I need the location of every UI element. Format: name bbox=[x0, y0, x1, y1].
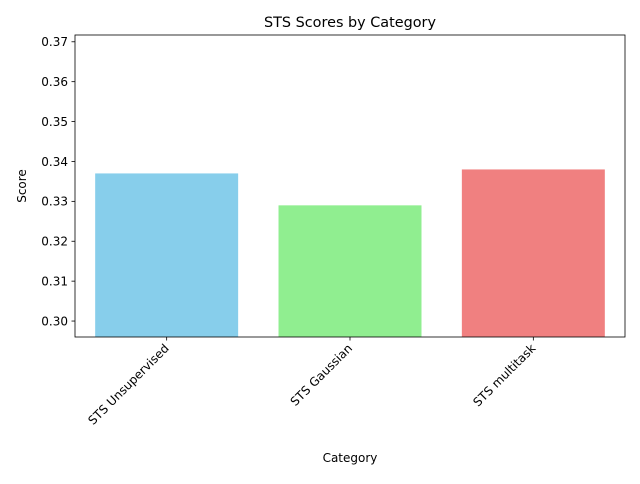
y-tick-label: 0.35 bbox=[41, 115, 68, 129]
y-tick-label: 0.34 bbox=[41, 155, 68, 169]
x-tick-label: STS Unsupervised bbox=[85, 341, 171, 427]
x-tick-label: STS multitask bbox=[470, 341, 538, 409]
bar-sts-unsupervised bbox=[95, 173, 239, 337]
bars-group bbox=[95, 169, 605, 337]
bar-sts-gaussian bbox=[278, 205, 422, 337]
y-tick-label: 0.31 bbox=[41, 274, 68, 288]
x-axis-ticks: STS Unsupervised STS Gaussian STS multitas… bbox=[85, 337, 538, 428]
x-tick-label: STS Gaussian bbox=[288, 341, 355, 408]
bar-sts-multitask bbox=[461, 169, 605, 337]
y-tick-label: 0.37 bbox=[41, 35, 68, 49]
x-axis-label: Category bbox=[323, 451, 378, 465]
y-tick-label: 0.33 bbox=[41, 195, 68, 209]
y-tick-label: 0.36 bbox=[41, 75, 68, 89]
y-tick-label: 0.30 bbox=[41, 314, 68, 328]
y-tick-label: 0.32 bbox=[41, 235, 68, 249]
y-axis-label: Score bbox=[15, 169, 29, 203]
y-axis-ticks: 0.30 0.31 0.32 0.33 0.34 0.35 0.36 0.37 bbox=[41, 35, 75, 328]
chart-title: STS Scores by Category bbox=[264, 15, 436, 31]
